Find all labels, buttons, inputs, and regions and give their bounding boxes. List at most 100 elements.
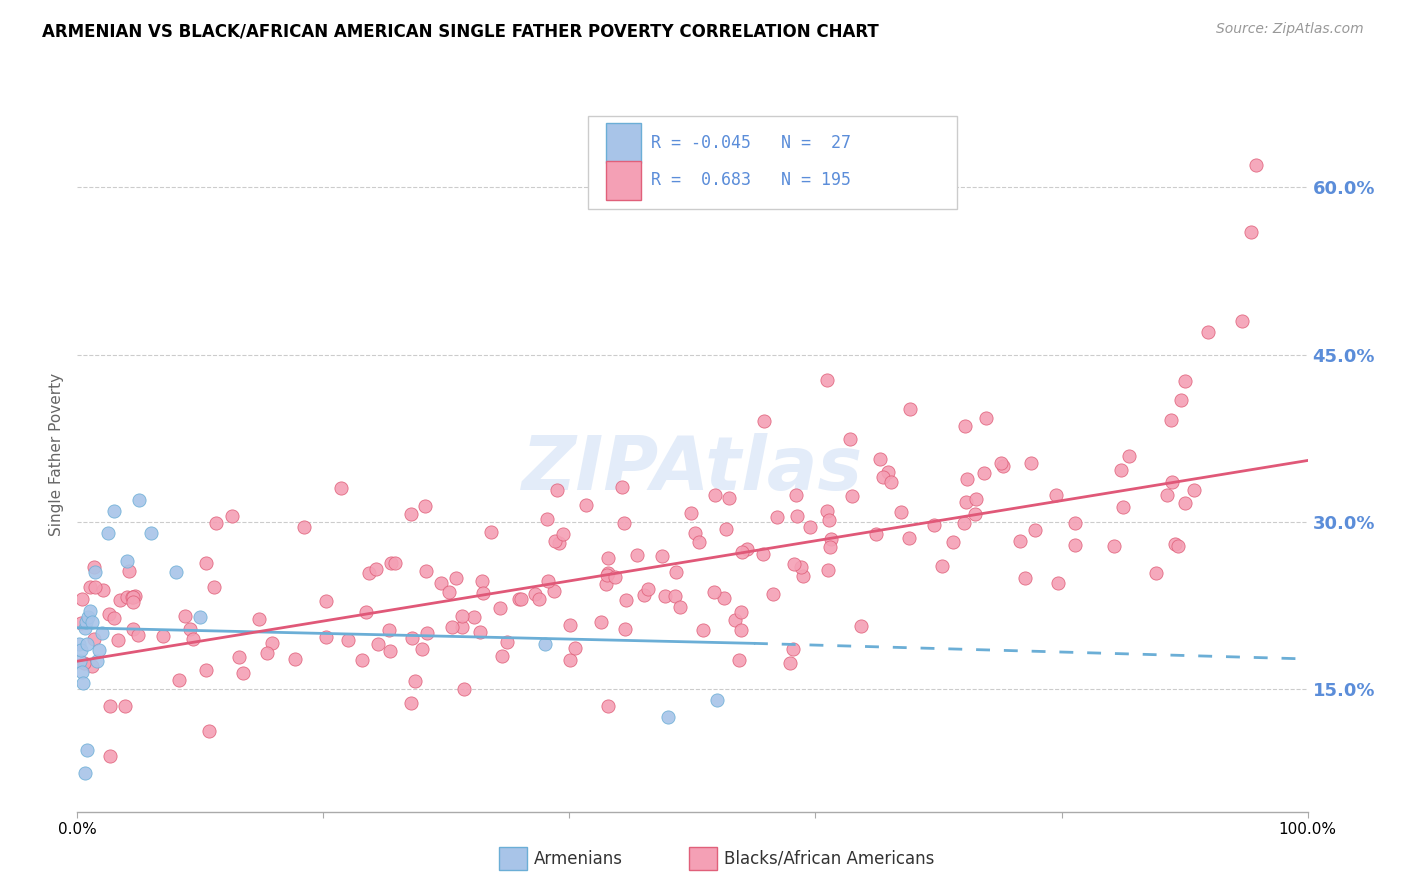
- Point: [529, 591, 551, 606]
- Point: [1156, 488, 1178, 502]
- Point: [596, 551, 619, 566]
- Point: [626, 548, 648, 562]
- Point: [284, 652, 307, 666]
- Point: [202, 580, 225, 594]
- Point: [865, 527, 887, 541]
- Point: [429, 576, 451, 591]
- Point: [73, 765, 96, 780]
- Point: [633, 588, 655, 602]
- Point: [730, 545, 752, 559]
- Point: [869, 451, 891, 466]
- Point: [453, 681, 475, 696]
- Point: [128, 492, 150, 507]
- Point: [537, 574, 560, 588]
- Point: [596, 566, 619, 581]
- Point: [922, 517, 945, 532]
- Point: [1064, 538, 1087, 552]
- Point: [97, 526, 120, 541]
- Point: [706, 693, 728, 707]
- Point: [232, 666, 254, 681]
- Point: [692, 623, 714, 637]
- Point: [942, 535, 965, 549]
- Point: [1010, 533, 1032, 548]
- Point: [637, 582, 659, 596]
- Point: [603, 570, 626, 584]
- Point: [190, 609, 212, 624]
- Point: [1244, 158, 1267, 172]
- Point: [762, 587, 785, 601]
- Point: [450, 608, 472, 623]
- Point: [471, 574, 494, 588]
- Bar: [606, 123, 641, 162]
- Point: [877, 465, 900, 479]
- Point: [197, 724, 219, 739]
- Point: [437, 585, 460, 599]
- Point: [818, 540, 841, 554]
- Text: ZIPAtlas: ZIPAtlas: [522, 433, 863, 506]
- Point: [1160, 413, 1182, 427]
- Point: [463, 609, 485, 624]
- Point: [543, 584, 565, 599]
- Point: [1163, 537, 1185, 551]
- Point: [1174, 374, 1197, 388]
- Point: [76, 637, 98, 651]
- Point: [118, 564, 141, 578]
- Point: [589, 615, 612, 629]
- Point: [799, 520, 821, 534]
- Point: [173, 609, 195, 624]
- Point: [378, 644, 401, 658]
- Point: [1045, 488, 1067, 502]
- Point: [489, 601, 512, 615]
- Point: [141, 526, 163, 541]
- Point: [98, 699, 121, 714]
- Point: [534, 637, 557, 651]
- Point: [730, 605, 752, 619]
- Point: [508, 592, 530, 607]
- Point: [595, 577, 617, 591]
- Point: [70, 615, 93, 630]
- Point: [83, 632, 105, 646]
- Point: [974, 410, 997, 425]
- Point: [76, 743, 98, 757]
- Point: [70, 591, 93, 606]
- Point: [221, 509, 243, 524]
- Point: [669, 600, 692, 615]
- Point: [350, 652, 373, 666]
- Point: [575, 498, 598, 512]
- Point: [67, 637, 90, 651]
- Point: [90, 626, 114, 640]
- Point: [965, 491, 987, 506]
- Point: [122, 595, 145, 609]
- Point: [524, 587, 547, 601]
- Point: [384, 556, 406, 570]
- Point: [688, 535, 710, 549]
- Point: [152, 629, 174, 643]
- Point: [851, 619, 873, 633]
- Point: [114, 698, 136, 713]
- Point: [470, 624, 492, 639]
- Point: [167, 673, 190, 688]
- Point: [70, 665, 93, 680]
- Point: [789, 560, 811, 574]
- Point: [1064, 516, 1087, 531]
- Point: [898, 402, 921, 417]
- Point: [89, 643, 111, 657]
- Point: [413, 499, 436, 513]
- Point: [872, 470, 894, 484]
- Point: [792, 569, 814, 583]
- Point: [401, 631, 423, 645]
- Point: [724, 613, 747, 627]
- Point: [779, 656, 801, 670]
- Text: Source: ZipAtlas.com: Source: ZipAtlas.com: [1216, 22, 1364, 37]
- Point: [1109, 463, 1132, 477]
- Point: [820, 533, 842, 547]
- Text: ARMENIAN VS BLACK/AFRICAN AMERICAN SINGLE FATHER POVERTY CORRELATION CHART: ARMENIAN VS BLACK/AFRICAN AMERICAN SINGL…: [42, 22, 879, 40]
- Point: [97, 607, 120, 621]
- Point: [107, 632, 129, 647]
- Point: [890, 506, 912, 520]
- Point: [367, 637, 389, 651]
- Point: [83, 565, 105, 579]
- Point: [560, 653, 582, 667]
- Point: [713, 591, 735, 605]
- Point: [83, 560, 105, 574]
